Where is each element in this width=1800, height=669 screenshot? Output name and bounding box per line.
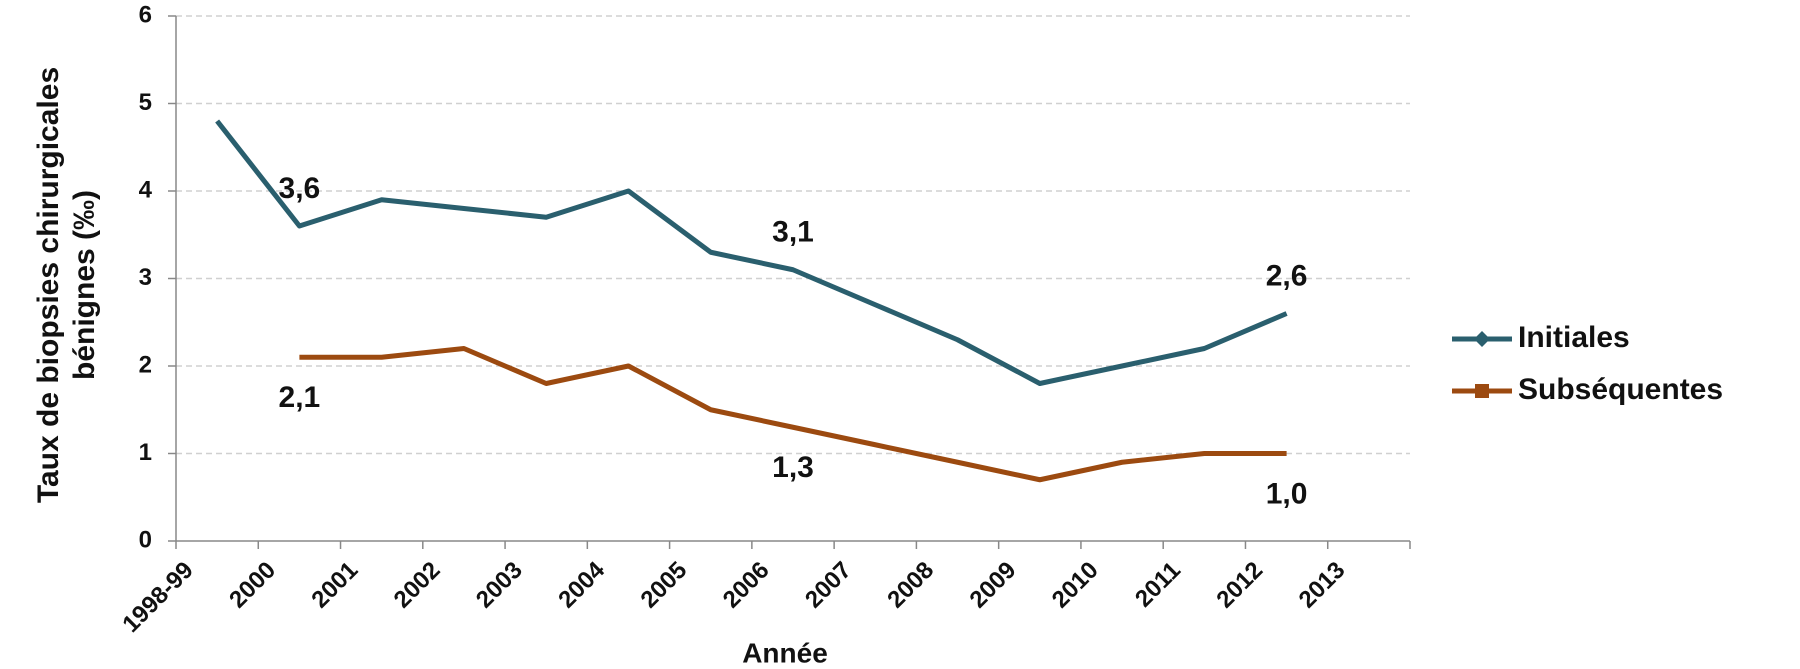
y-axis-label-line: Taux de biopsies chirurgicales [32,67,65,503]
x-tick-label: 2002 [389,557,446,614]
y-tick-label: 5 [139,89,152,116]
data-label: 3,6 [279,172,321,205]
legend-marker [1475,384,1489,398]
x-tick-label: 2007 [800,557,857,614]
legend-marker [1474,331,1490,347]
x-tick-label: 2000 [224,557,281,614]
x-tick-label: 2010 [1047,557,1104,614]
x-tick-label: 2004 [553,556,610,613]
data-label: 3,1 [772,216,814,249]
legend-label: Subséquentes [1518,373,1723,406]
x-tick-label: 2009 [965,557,1022,614]
x-tick-label: 2006 [718,557,775,614]
y-tick-label: 3 [139,264,152,291]
data-label: 2,6 [1266,259,1308,292]
y-tick-label: 6 [139,1,152,28]
x-tick-label: 2008 [882,557,939,614]
legend-label: Initiales [1518,321,1630,354]
x-tick-label: 2001 [306,557,363,614]
y-tick-label: 2 [139,351,152,378]
x-tick-label: 1998-99 [117,557,198,638]
series-line [215,119,1288,386]
y-axis-label: Taux de biopsies chirurgicales bénignes … [32,67,101,503]
y-tick-label: 0 [139,526,152,553]
x-axis-label: Année [742,637,828,668]
y-tick-label: 4 [139,176,153,203]
x-tick-label: 2003 [471,557,528,614]
x-tick-label: 2012 [1211,557,1268,614]
y-tick-label: 1 [139,439,152,466]
series-line [299,346,1287,483]
data-label: 1,3 [772,451,814,484]
x-tick-label: 2005 [635,557,692,614]
y-axis-label-line: bénignes (‰) [68,190,101,380]
data-label: 2,1 [279,381,321,414]
x-tick-label: 2013 [1294,557,1351,614]
x-tick-label: 2011 [1130,557,1186,613]
data-label: 1,0 [1266,477,1308,510]
